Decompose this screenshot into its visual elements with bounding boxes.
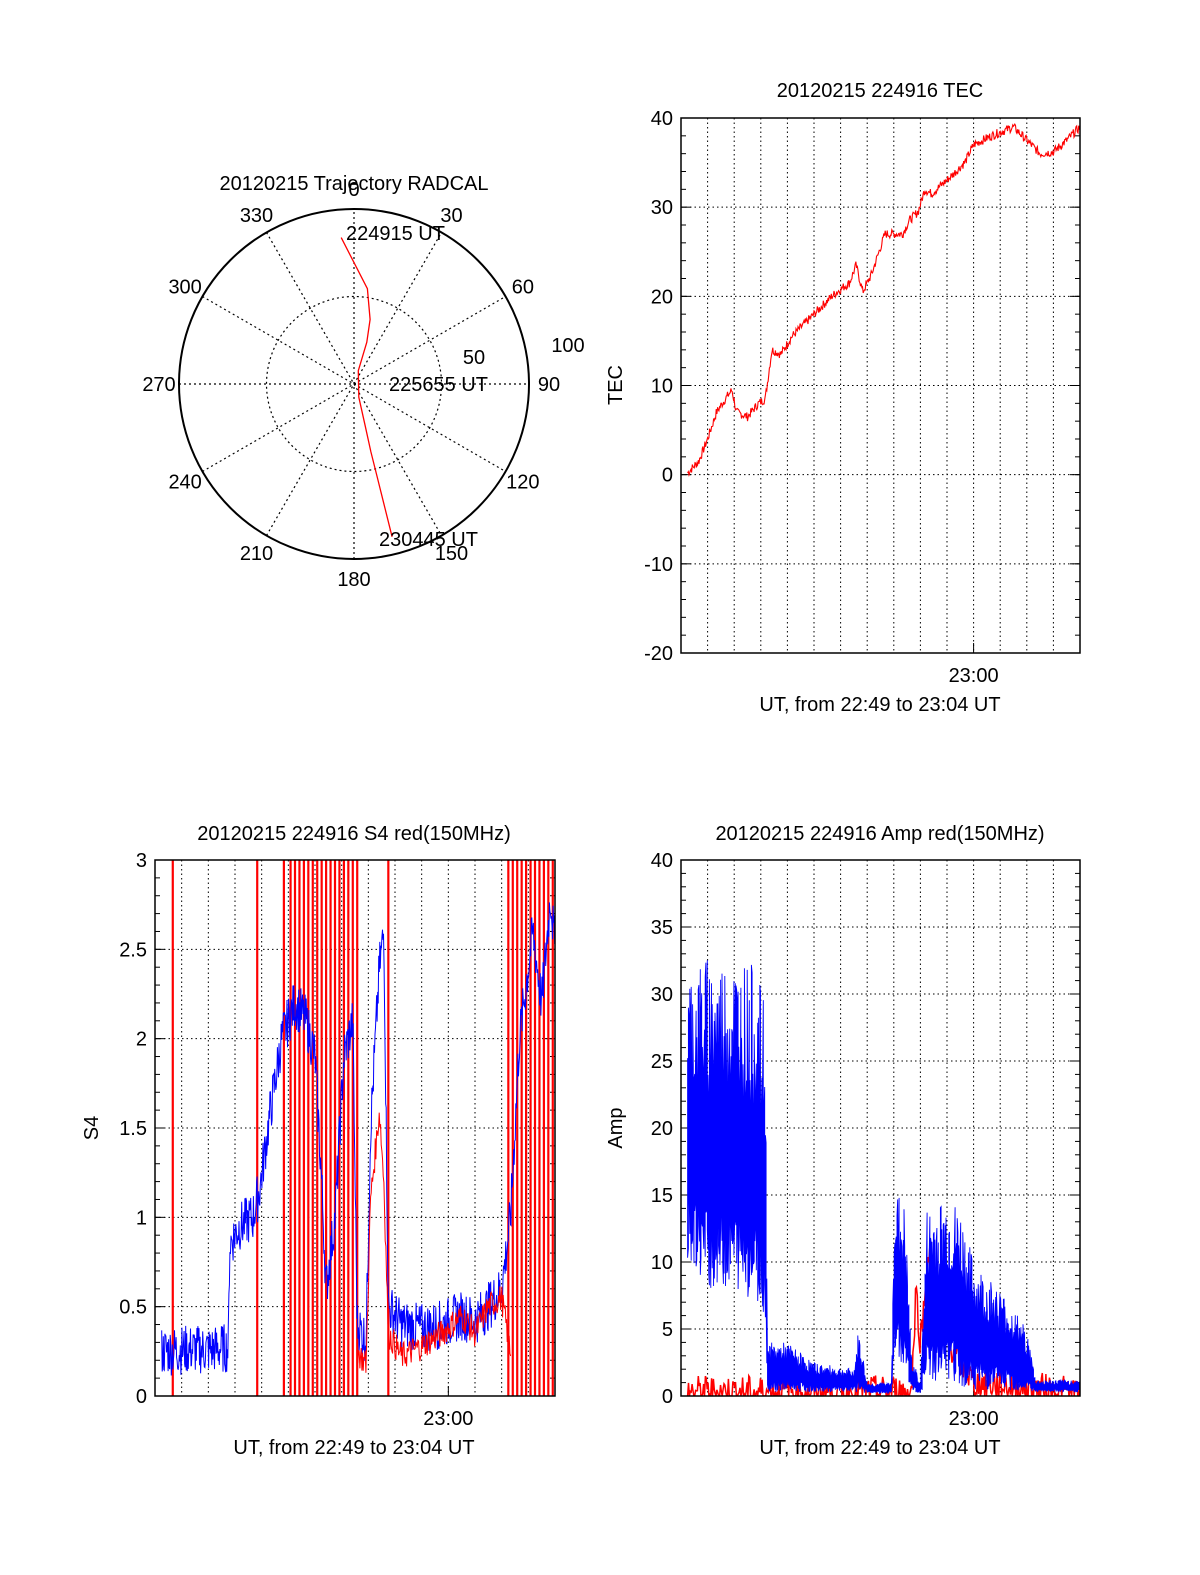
clipped-series [687, 122, 1080, 477]
y-tick-label: 0 [136, 1386, 147, 1408]
amp-blue-series [687, 960, 1080, 1395]
polar-angle-labels: 0 30 60 90 120 150 180 210 240 270 300 330 50 100 [142, 179, 584, 591]
polar-ring-50 [265, 295, 443, 473]
trajectory-start-label: 224915 UT [346, 223, 445, 245]
polar-angle-label: 0 [348, 179, 359, 201]
x-tick-label: 23:00 [949, 665, 999, 687]
polar-angle-label: 270 [142, 374, 175, 396]
y-tick-label: 35 [651, 917, 673, 939]
plot-frame [680, 117, 1081, 654]
amp-title: 20120215 224916 Amp red(150MHz) [715, 823, 1044, 845]
polar-angle-label: 30 [440, 205, 462, 227]
y-tick-label: 1 [136, 1207, 147, 1229]
polar-trajectory-series [340, 237, 393, 537]
tec-plot-area: -20 -10 0 10 20 30 40 23:00 [644, 108, 1081, 687]
y-tick-label: 10 [651, 1252, 673, 1274]
tec-xlabel: UT, from 22:49 to 23:04 UT [759, 694, 1000, 716]
y-tick-label: 3 [136, 850, 147, 872]
y-tick-label: -10 [644, 554, 673, 576]
clipped-series [686, 960, 1080, 1396]
polar-angle-label: 330 [240, 205, 273, 227]
s4-title: 20120215 224916 S4 red(150MHz) [197, 823, 511, 845]
y-tick-label: 20 [651, 286, 673, 308]
y-tick-label: 2.5 [119, 939, 147, 961]
x-tick-label: 23:00 [949, 1408, 999, 1430]
polar-radius-label: 50 [463, 347, 485, 369]
plot-frame [154, 859, 556, 1397]
polar-title: 20120215 Trajectory RADCAL [219, 173, 488, 195]
y-tick-label: 0.5 [119, 1297, 147, 1319]
y-tick-label: 0 [662, 465, 673, 487]
y-tick-label: 1.5 [119, 1118, 147, 1140]
y-tick-label: 40 [651, 108, 673, 130]
y-tick-label: 2 [136, 1029, 147, 1051]
polar-angle-label: 300 [168, 277, 201, 299]
s4-plot-area: 0 0.5 1 1.5 2 2.5 3 23:00 [119, 850, 556, 1430]
amp-panel: 20120215 224916 Amp red(150MHz) UT, from… [605, 823, 1081, 1459]
polar-grid [178, 208, 530, 560]
clipped-series [161, 860, 555, 1396]
y-tick-label: -20 [644, 643, 673, 665]
tec-panel: 20120215 224916 TEC UT, from 22:49 to 23… [605, 80, 1081, 716]
y-tick-label: 30 [651, 197, 673, 219]
y-tick-label: 0 [662, 1386, 673, 1408]
polar-trajectory-line [340, 237, 393, 537]
y-tick-label: 20 [651, 1118, 673, 1140]
trajectory-end-label: 230445 UT [379, 529, 478, 551]
y-tick-label: 10 [651, 376, 673, 398]
polar-spoke [265, 232, 443, 536]
polar-trajectory-panel: 20120215 Trajectory RADCAL 0 30 60 90 120 150… [142, 173, 584, 591]
plot-frame [680, 859, 1081, 1397]
s4-panel: 20120215 224916 S4 red(150MHz) UT, from … [81, 823, 556, 1459]
y-tick-label: 25 [651, 1051, 673, 1073]
amp-xlabel: UT, from 22:49 to 23:04 UT [759, 1437, 1000, 1459]
y-tick-label: 40 [651, 850, 673, 872]
s4-xlabel: UT, from 22:49 to 23:04 UT [233, 1437, 474, 1459]
polar-angle-label: 60 [512, 277, 534, 299]
s4-ylabel: S4 [81, 1116, 103, 1140]
polar-radius-label: 100 [551, 335, 584, 357]
polar-angle-label: 240 [168, 472, 201, 494]
amp-ylabel: Amp [605, 1107, 627, 1148]
polar-angle-label: 150 [435, 543, 468, 565]
amp-plot-area: 0 5 10 15 20 25 30 35 40 23:00 [651, 850, 1081, 1430]
polar-angle-label: 180 [337, 569, 370, 591]
tec-ylabel: TEC [605, 365, 627, 405]
s4-red-series [356, 1112, 512, 1373]
tec-series-line [687, 122, 1080, 477]
y-tick-label: 30 [651, 984, 673, 1006]
y-tick-label: 15 [651, 1185, 673, 1207]
polar-angle-label: 210 [240, 543, 273, 565]
trajectory-mid-label: 225655 UT [389, 374, 488, 396]
x-tick-label: 23:00 [423, 1408, 473, 1430]
tec-title: 20120215 224916 TEC [777, 80, 983, 102]
y-tick-label: 5 [662, 1319, 673, 1341]
polar-angle-label: 120 [506, 472, 539, 494]
polar-angle-label: 90 [538, 374, 560, 396]
